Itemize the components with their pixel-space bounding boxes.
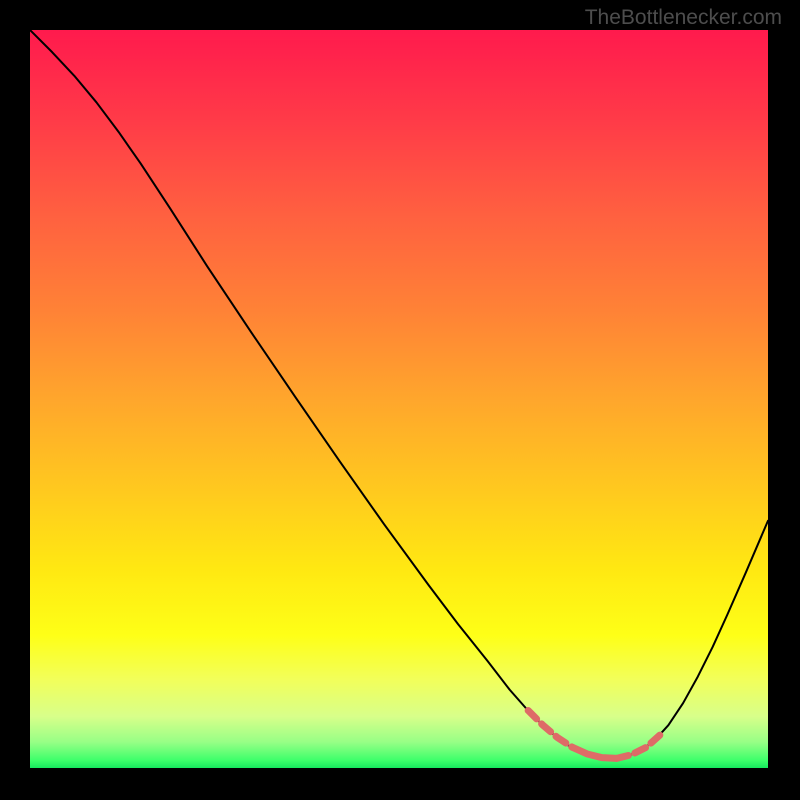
watermark-text: TheBottlenecker.com bbox=[585, 6, 782, 30]
chart-svg bbox=[30, 30, 768, 768]
chart-container: TheBottlenecker.com bbox=[0, 0, 800, 800]
plot-area bbox=[30, 30, 768, 768]
